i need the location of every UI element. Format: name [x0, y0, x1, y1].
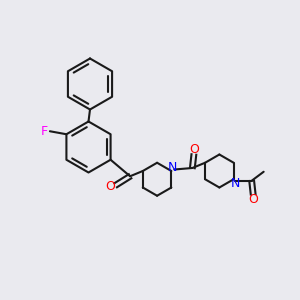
- Text: F: F: [41, 125, 48, 138]
- Text: O: O: [189, 142, 199, 156]
- Text: N: N: [168, 161, 178, 174]
- Text: O: O: [248, 193, 258, 206]
- Text: N: N: [230, 177, 240, 190]
- Text: O: O: [105, 180, 115, 193]
